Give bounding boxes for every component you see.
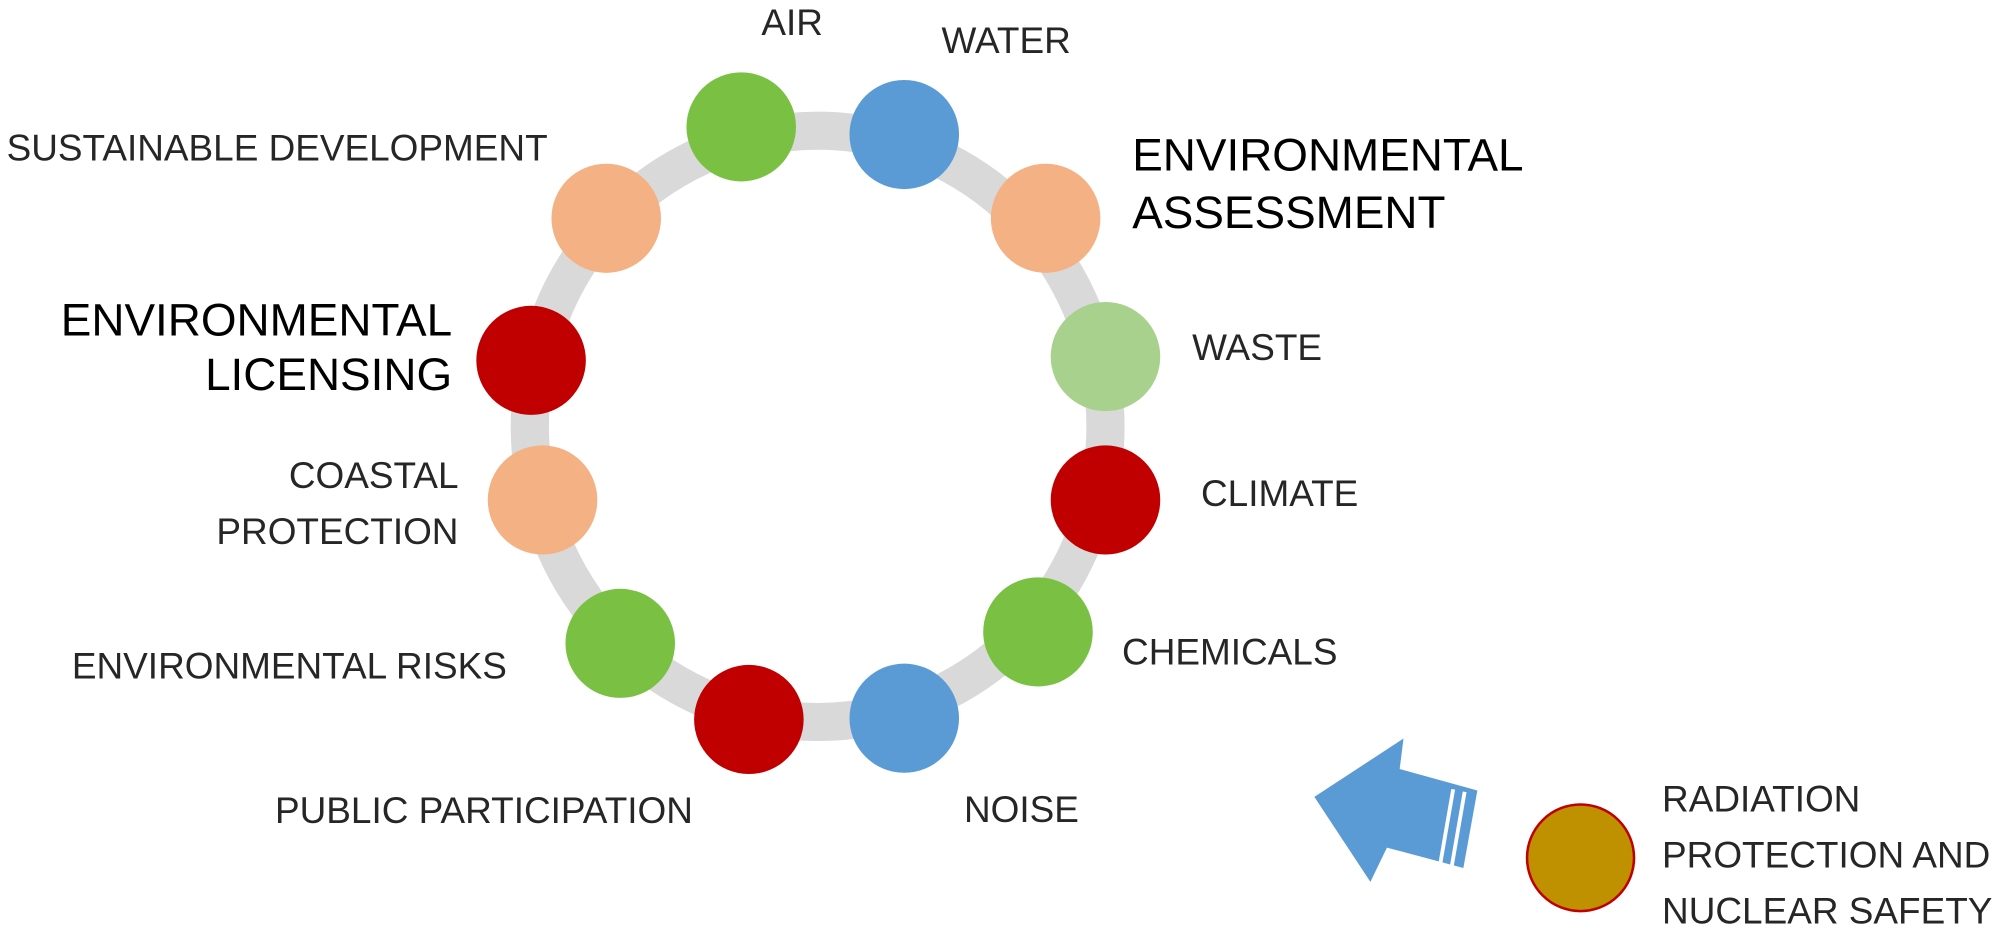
external-label: RADIATION	[1662, 779, 1860, 820]
node-label: ENVIRONMENTAL RISKS	[72, 645, 507, 686]
node-circle	[686, 72, 796, 182]
node-label: WATER	[942, 20, 1071, 61]
node-circle	[1050, 302, 1161, 412]
node-label: NOISE	[964, 789, 1079, 830]
node-label: ASSESSMENT	[1132, 187, 1445, 238]
node-circle	[565, 588, 676, 698]
ring	[510, 111, 1125, 742]
node-label: LICENSING	[205, 349, 452, 400]
node-label: COASTAL	[289, 455, 459, 496]
node-label: CLIMATE	[1201, 473, 1358, 514]
node-label: ENVIRONMENTAL	[61, 295, 452, 346]
node-circle	[983, 577, 1093, 687]
node-circle	[1050, 445, 1161, 555]
node-circle	[694, 664, 804, 775]
node-circle	[476, 305, 586, 415]
node-circle	[990, 163, 1101, 273]
node-label: WASTE	[1192, 327, 1322, 368]
node-label: CHEMICALS	[1122, 632, 1337, 673]
node-circle	[487, 445, 598, 555]
external-label: PROTECTION AND	[1662, 835, 1990, 876]
node-circle	[849, 663, 960, 773]
arrow	[1314, 738, 1478, 882]
external-label: NUCLEAR SAFETY	[1662, 890, 1992, 931]
external-circle	[1525, 803, 1636, 913]
node-label: ENVIRONMENTAL	[1132, 130, 1523, 181]
node-label: SUSTAINABLE DEVELOPMENT	[7, 128, 548, 169]
node-circle	[551, 163, 661, 273]
node-label: AIR	[761, 2, 823, 43]
node-label: PROTECTION	[216, 511, 458, 552]
node-label: PUBLIC PARTICIPATION	[275, 790, 693, 831]
node-circle	[849, 79, 960, 190]
